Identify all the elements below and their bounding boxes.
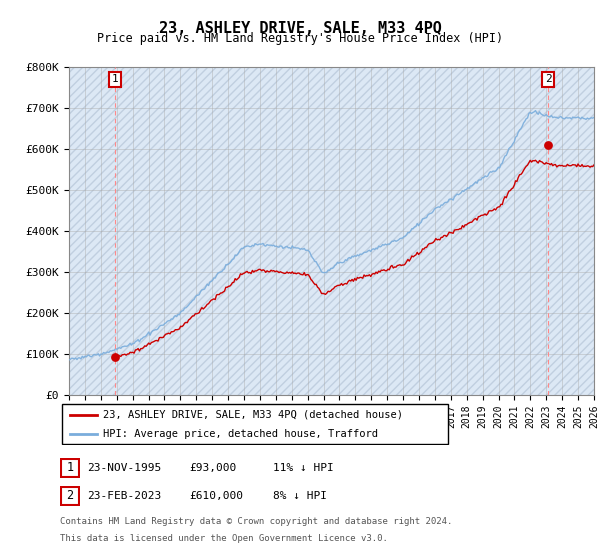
Text: Price paid vs. HM Land Registry's House Price Index (HPI): Price paid vs. HM Land Registry's House … bbox=[97, 32, 503, 45]
Text: 8% ↓ HPI: 8% ↓ HPI bbox=[273, 491, 327, 501]
Text: This data is licensed under the Open Government Licence v3.0.: This data is licensed under the Open Gov… bbox=[60, 534, 388, 543]
Text: 1: 1 bbox=[112, 74, 119, 85]
Text: 23, ASHLEY DRIVE, SALE, M33 4PQ: 23, ASHLEY DRIVE, SALE, M33 4PQ bbox=[158, 21, 442, 36]
Text: 11% ↓ HPI: 11% ↓ HPI bbox=[273, 463, 334, 473]
Text: 23-FEB-2023: 23-FEB-2023 bbox=[87, 491, 161, 501]
Text: 2: 2 bbox=[545, 74, 551, 85]
Text: 23, ASHLEY DRIVE, SALE, M33 4PQ (detached house): 23, ASHLEY DRIVE, SALE, M33 4PQ (detache… bbox=[103, 409, 403, 419]
FancyBboxPatch shape bbox=[61, 487, 79, 505]
Point bbox=[544, 141, 553, 150]
Point bbox=[110, 352, 120, 361]
Text: Contains HM Land Registry data © Crown copyright and database right 2024.: Contains HM Land Registry data © Crown c… bbox=[60, 517, 452, 526]
Text: 23-NOV-1995: 23-NOV-1995 bbox=[87, 463, 161, 473]
Text: £610,000: £610,000 bbox=[189, 491, 243, 501]
Text: HPI: Average price, detached house, Trafford: HPI: Average price, detached house, Traf… bbox=[103, 429, 378, 439]
FancyBboxPatch shape bbox=[62, 404, 448, 445]
FancyBboxPatch shape bbox=[61, 459, 79, 477]
Text: 1: 1 bbox=[67, 461, 73, 474]
Text: 2: 2 bbox=[67, 489, 73, 502]
Text: £93,000: £93,000 bbox=[189, 463, 236, 473]
